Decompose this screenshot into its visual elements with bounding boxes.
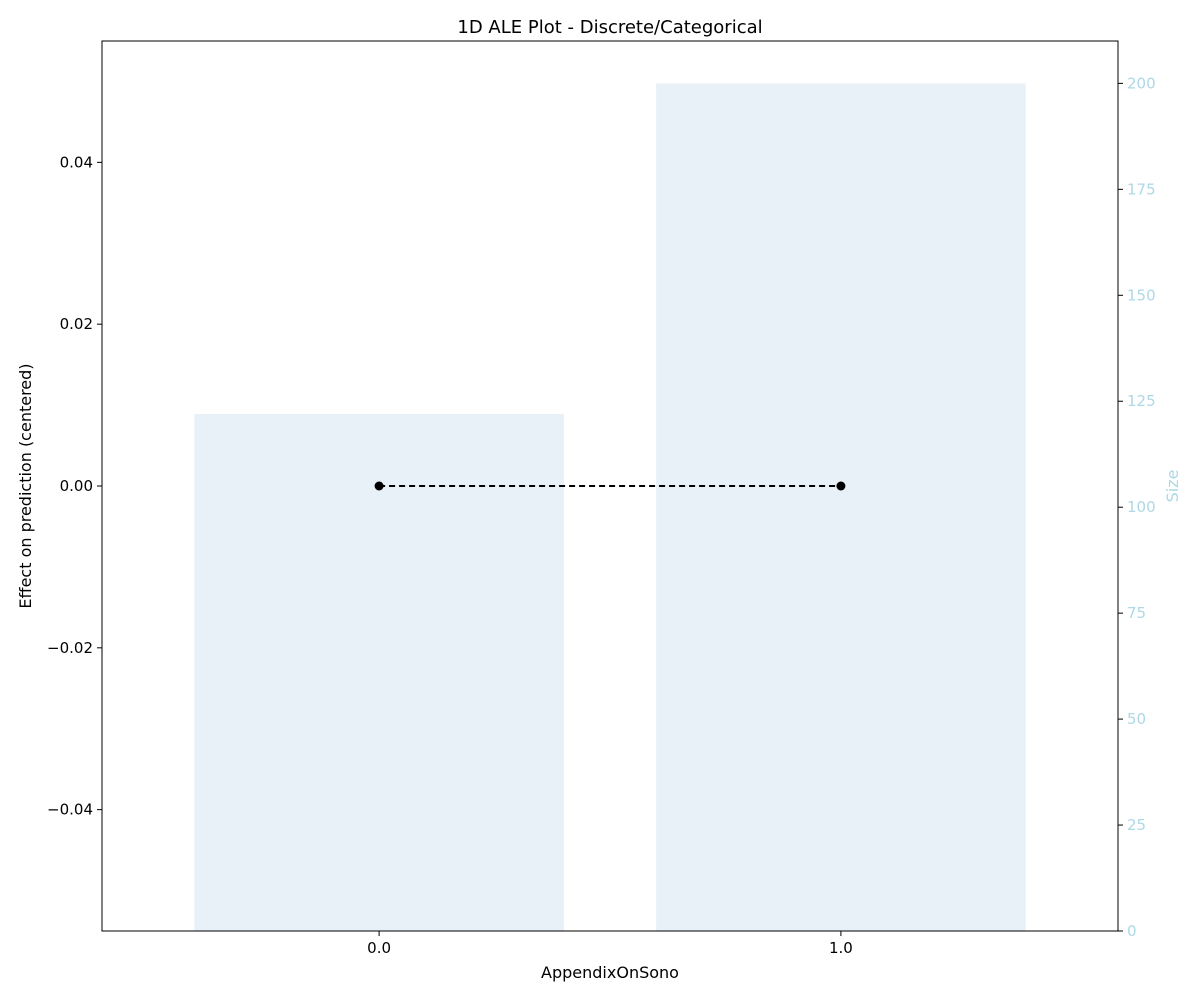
right-tick-label: 50 — [1127, 710, 1146, 728]
right-tick-label: 200 — [1127, 74, 1156, 92]
left-tick-label: −0.04 — [47, 801, 93, 819]
right-tick-label: 75 — [1127, 604, 1146, 622]
x-axis-label: AppendixOnSono — [541, 963, 679, 982]
right-tick-label: 125 — [1127, 392, 1156, 410]
chart-title: 1D ALE Plot - Discrete/Categorical — [457, 17, 762, 38]
size-bar-1 — [656, 83, 1026, 931]
left-tick-label: 0.00 — [60, 477, 93, 495]
right-tick-label: 100 — [1127, 498, 1156, 516]
x-axis-ticks: 0.0 1.0 — [367, 931, 853, 957]
right-tick-label: 150 — [1127, 286, 1156, 304]
left-tick-label: −0.02 — [47, 639, 93, 657]
right-y-axis-label: Size — [1163, 470, 1182, 503]
left-tick-label: 0.02 — [60, 315, 93, 333]
y-axis-label: Effect on prediction (centered) — [16, 363, 35, 608]
size-bars — [194, 83, 1026, 931]
effect-point-0 — [374, 481, 384, 491]
right-axis-ticks: 0 25 50 75 100 125 150 175 200 — [1118, 74, 1156, 940]
x-tick-label: 1.0 — [829, 939, 853, 957]
right-tick-label: 25 — [1127, 816, 1146, 834]
right-tick-label: 0 — [1127, 922, 1137, 940]
effect-line-group — [374, 481, 846, 491]
left-tick-label: 0.04 — [60, 153, 93, 171]
right-tick-label: 175 — [1127, 180, 1156, 198]
effect-point-1 — [836, 481, 846, 491]
size-bar-0 — [194, 413, 564, 931]
x-tick-label: 0.0 — [367, 939, 391, 957]
left-axis-ticks: −0.04 −0.02 0.00 0.02 0.04 — [47, 153, 102, 819]
